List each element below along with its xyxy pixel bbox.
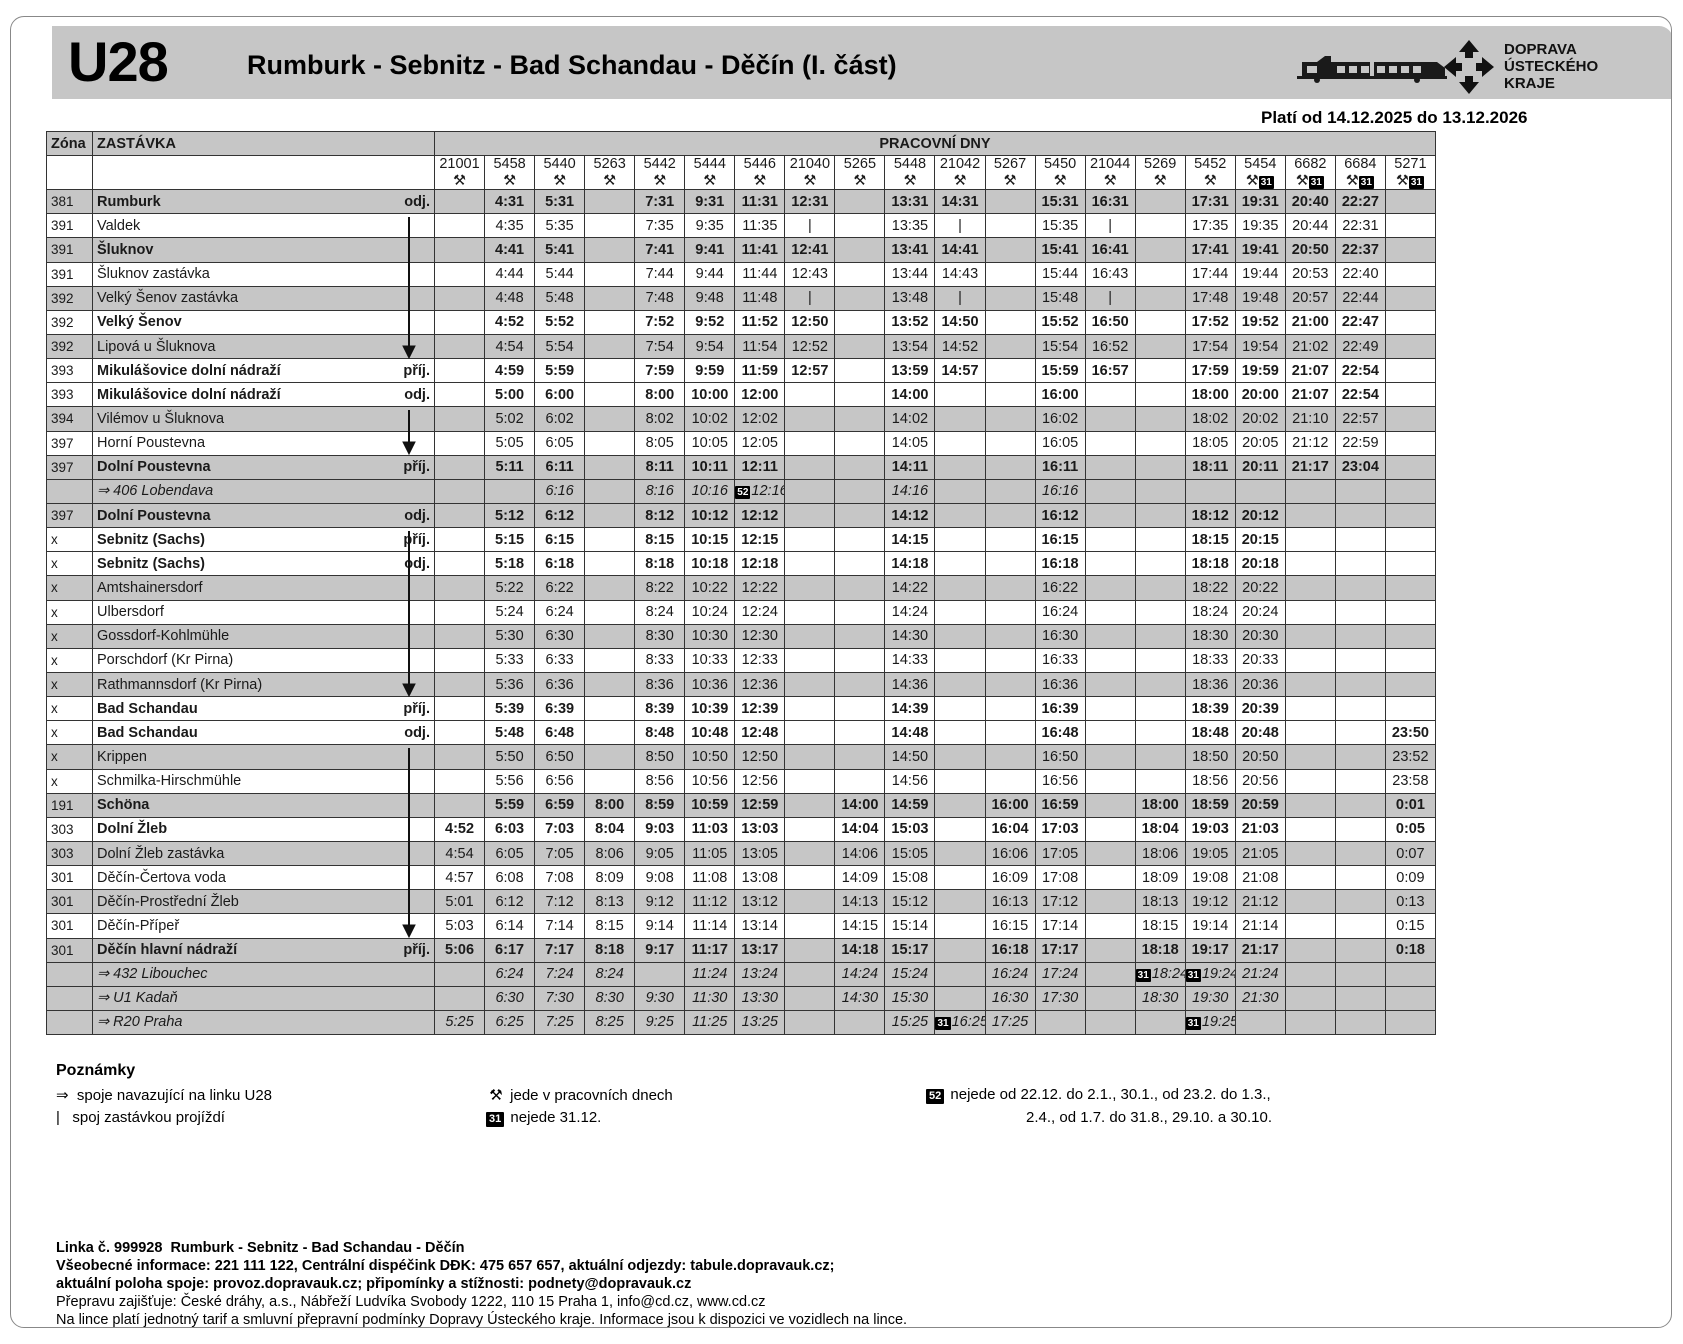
svg-text:KRAJE: KRAJE: [1504, 75, 1555, 92]
svg-text:ÚSTECKÉHO: ÚSTECKÉHO: [1504, 57, 1599, 75]
svg-text:DOPRAVA: DOPRAVA: [1504, 41, 1577, 58]
